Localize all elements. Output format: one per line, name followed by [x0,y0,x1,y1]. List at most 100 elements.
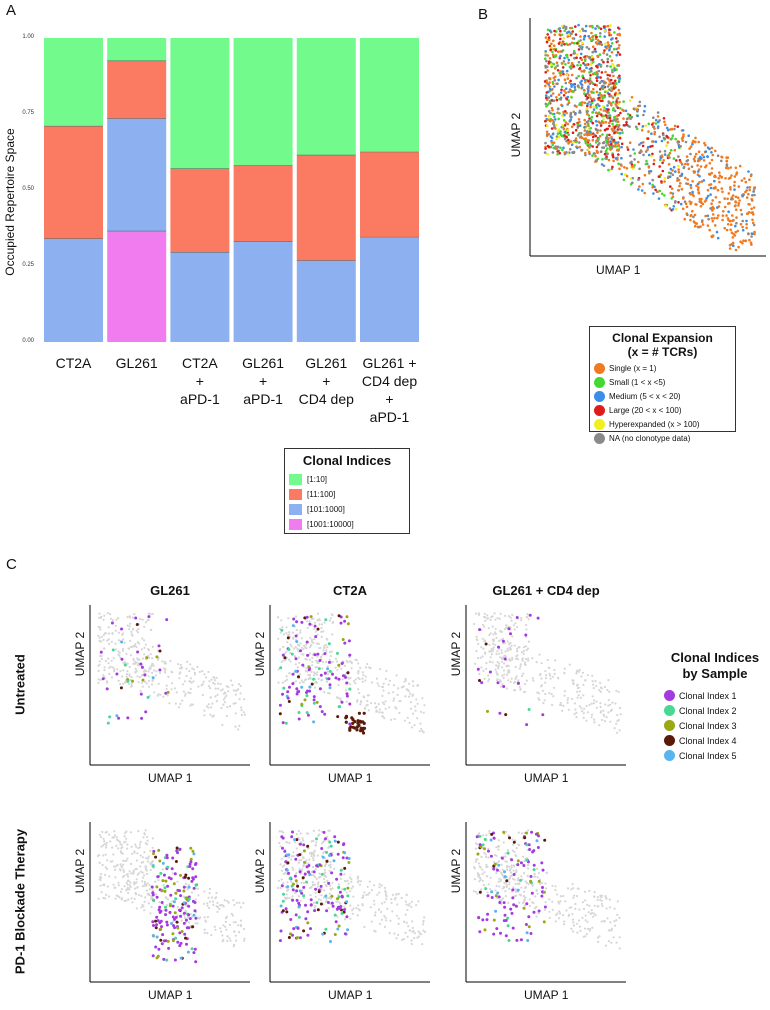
umap-point [711,213,715,216]
bar-segment-110-3 [233,38,293,166]
clonal-point [326,667,330,671]
background-point [590,909,593,912]
background-point [130,845,133,848]
background-point [559,900,562,903]
background-point [546,658,549,662]
background-point [490,616,493,619]
background-point [207,896,210,899]
umap-point [562,60,566,63]
background-point [382,682,385,685]
clonal-point [322,830,326,834]
clonal-point [307,665,311,669]
umap-point [651,183,654,187]
umap-point [711,219,715,223]
background-point [575,716,578,719]
background-point [388,706,391,709]
background-point [227,690,230,693]
background-point [592,687,595,690]
background-point [192,680,195,683]
clonal-point [120,640,124,644]
background-point [283,864,286,867]
background-point [224,691,227,695]
clonal-point [169,893,173,897]
background-point [550,693,553,696]
background-point [367,709,370,712]
background-point [108,632,111,635]
clonal-point [192,886,196,890]
background-point [481,637,484,640]
background-point [144,896,147,899]
umap-point [637,178,640,181]
background-point [594,680,597,683]
background-point [278,649,281,652]
background-point [579,929,582,933]
clonal-point [303,698,307,702]
background-point [523,691,526,694]
umap-point [594,111,598,114]
background-point [491,642,494,646]
clonal-point [509,632,512,636]
clonal-point [541,713,545,717]
background-point [479,656,482,659]
background-point [584,927,587,930]
background-point [234,693,237,696]
umap-point [600,79,603,83]
background-point [294,680,298,683]
clonal-point [165,920,169,924]
background-point [129,654,132,657]
background-point [118,896,121,899]
background-point [110,676,114,679]
clonal-point [503,870,506,874]
umap-point [698,181,701,184]
umap-point [663,120,666,124]
background-point [493,612,496,615]
clonal-point [182,901,186,905]
umap-point [737,245,740,249]
background-point [299,631,302,634]
background-point [586,711,590,714]
umap-point [607,137,610,140]
umap-point [549,117,552,121]
background-point [316,885,320,888]
background-point [303,644,306,648]
umap-point [706,188,710,192]
clonal-point [187,885,191,889]
clonal-point [528,848,532,851]
background-point [104,866,107,869]
legend-dot [664,750,675,761]
umap-point [559,130,562,133]
clonal-point [182,885,186,889]
background-point [115,844,118,848]
clonal-point [497,895,501,899]
background-point [520,651,524,654]
background-point [607,679,610,682]
background-point [600,902,604,906]
clonal-point [519,938,523,942]
clonal-point [362,711,366,715]
umap-point [556,64,559,67]
background-point [410,905,413,909]
background-point [290,645,293,648]
umap-point [611,129,615,133]
umap-point [651,144,654,148]
background-point [117,650,120,653]
clonal-point [477,916,481,920]
background-point [613,907,616,910]
background-point [600,920,603,923]
clonal-point [532,910,536,914]
background-point [135,878,138,881]
clonal-point [504,713,508,717]
background-point [385,898,388,901]
clonal-point [284,907,288,911]
clonal-point [330,901,334,905]
clonal-point [356,721,360,725]
umap-point [586,104,589,108]
clonal-point [323,652,327,656]
background-point [481,655,484,658]
background-point [488,678,491,681]
umap-point [566,56,569,59]
background-point [315,841,318,844]
background-point [496,661,499,664]
background-point [487,856,490,859]
background-point [599,690,602,694]
